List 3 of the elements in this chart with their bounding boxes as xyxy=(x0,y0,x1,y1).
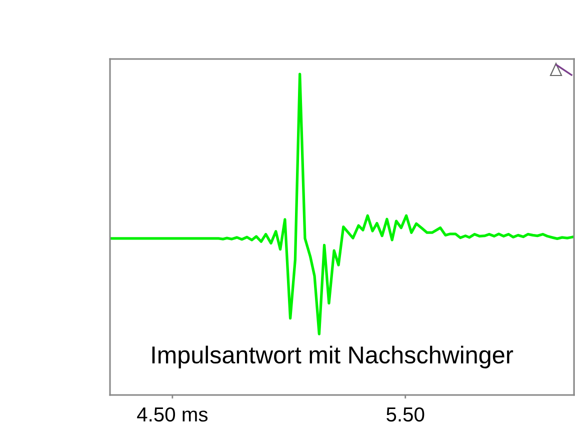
x-tick-label: 5.50 xyxy=(386,407,424,422)
x-tick-label: 4.50 ms xyxy=(137,407,208,422)
text: Impulsantwort mit Nachschwinger xyxy=(152,346,514,368)
